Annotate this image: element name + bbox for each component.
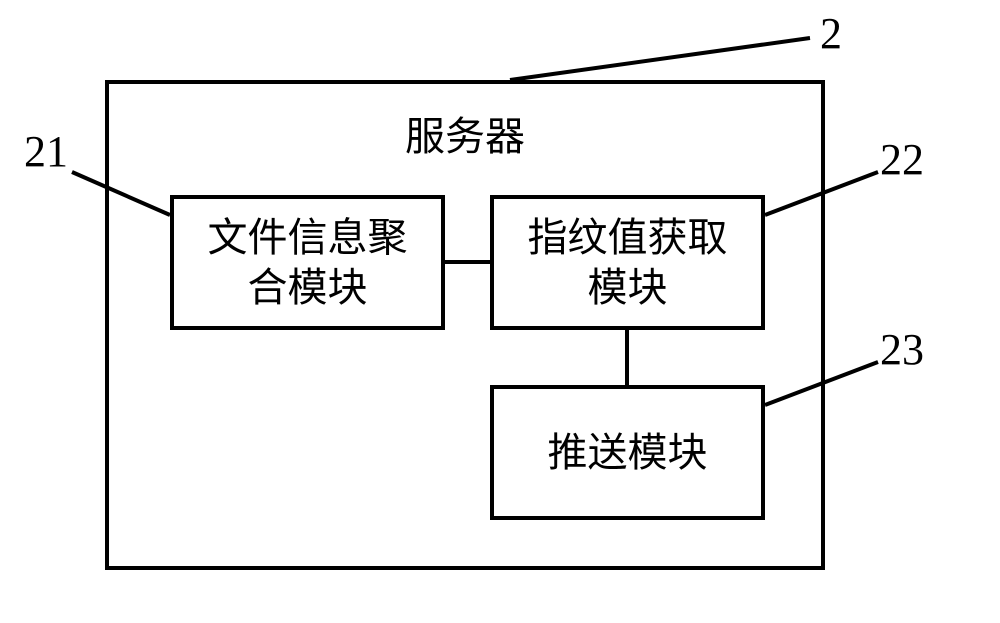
callout-number-21: 21	[24, 126, 68, 177]
callout-number-22: 22	[880, 134, 924, 185]
leader-line-23	[0, 0, 1000, 623]
diagram-canvas: 服务器 文件信息聚合模块 指纹值获取模块 推送模块 2 21 22 23	[0, 0, 1000, 623]
callout-number-23: 23	[880, 324, 924, 375]
callout-number-2: 2	[820, 8, 842, 59]
